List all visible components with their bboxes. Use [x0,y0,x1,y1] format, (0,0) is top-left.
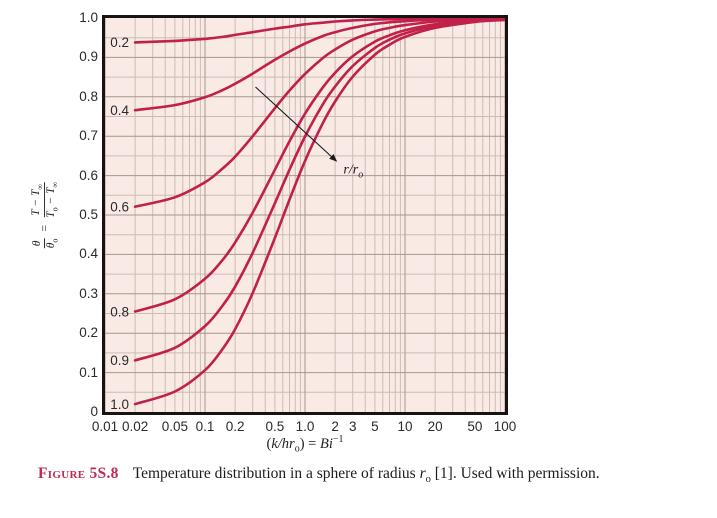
r-ratio-arrow [255,86,338,162]
plot-area: 0.2 0.4 0.6 0.8 0.9 1.0 r/ro [102,15,508,415]
inf-sub2: ∞ [50,181,60,188]
theta-o-base: θ [44,242,57,249]
x-tick-label-10: 10 [397,419,413,434]
curve-r-ratio-0.8 [133,18,505,313]
y-tick-label-0.8: 0.8 [79,88,98,104]
x-tick-label-0.02: 0.02 [121,419,149,434]
r-ratio-annotation: r/ro [343,163,363,181]
x-tick-label-20: 20 [427,419,443,434]
caption-ro-var: r [419,465,426,482]
curve-label-0.2: 0.2 [110,35,129,50]
minus-tinf: − T [45,187,58,208]
equals: ) = [299,435,320,452]
x-tick-label-0.01: 0.01 [91,419,119,434]
temperature-ratio-fraction: T − T∞ To − T∞ [30,180,60,220]
curve-r-ratio-0.6 [133,18,505,208]
x-tick-label-100: 100 [493,419,517,434]
inverse-exponent: −1 [332,434,344,445]
t-minus-tinf: T − T [30,189,43,216]
x-tick-label-3: 3 [348,419,357,434]
figure-caption: Figure 5S.8 Temperature distribution in a… [38,465,708,485]
curve-label-0.8: 0.8 [110,304,129,319]
y-tick-label-0: 0 [90,404,98,419]
curve-r-ratio-0.4 [133,18,505,112]
x-tick-label-2: 2 [331,419,339,434]
chart-canvas: 0.2 0.4 0.6 0.8 0.9 1.0 r/ro [105,18,505,412]
caption-figure-number: Figure 5S.8 [38,465,119,482]
ro-sub: o [294,443,300,455]
curve-r-ratio-1.0 [133,18,505,406]
y-tick-label-0.6: 0.6 [79,167,98,183]
y-tick-label-0.7: 0.7 [79,128,98,144]
curve-label-1.0: 1.0 [110,397,129,412]
y-tick-label-0.9: 0.9 [79,49,98,65]
y-axis-label: θ θo = T − T∞ To − T∞ [30,180,60,250]
equals-sign: = [37,224,52,232]
inf-sub: ∞ [35,183,45,190]
theta: θ [30,240,43,247]
x-tick-label-0.5: 0.5 [265,419,285,434]
grid-major [105,18,505,412]
caption-ro-sub: o [425,474,431,486]
y-tick-label-0.3: 0.3 [79,285,98,301]
y-tick-label-0.1: 0.1 [79,364,98,380]
theta-o-sub: o [50,238,60,243]
t-o-base: T [45,211,58,218]
x-tick-label-0.1: 0.1 [195,419,215,434]
x-tick-label-0.05: 0.05 [161,419,189,434]
curve-label-0.6: 0.6 [110,200,129,215]
x-tick-label-0.2: 0.2 [225,419,245,434]
y-tick-label-0.2: 0.2 [79,325,98,341]
curve-r-ratio-0.2 [133,18,505,44]
biot-symbol: Bi [319,435,333,452]
x-tick-label-50: 50 [467,419,483,434]
y-tick-label-0.4: 0.4 [79,246,98,262]
curve-label-0.9: 0.9 [110,353,129,368]
o-sub: o [50,207,60,212]
theta-ratio-fraction: θ θo [30,237,60,251]
caption-text: Temperature distribution in a sphere of … [132,465,420,482]
paren-open: ( [266,435,272,452]
curve-label-0.4: 0.4 [110,103,129,118]
y-tick-label-1.0: 1.0 [79,10,98,25]
curve-r-ratio-0.9 [133,18,505,362]
caption-tail: [1]. Used with permission. [430,465,600,482]
y-tick-label-0.5: 0.5 [79,207,98,222]
x-tick-label-5: 5 [371,419,379,434]
k-over-hro: k/hr [271,435,295,452]
x-tick-label-1.0: 1.0 [295,419,315,434]
x-axis-label: (k/hro) = Bi−1 [105,434,505,455]
